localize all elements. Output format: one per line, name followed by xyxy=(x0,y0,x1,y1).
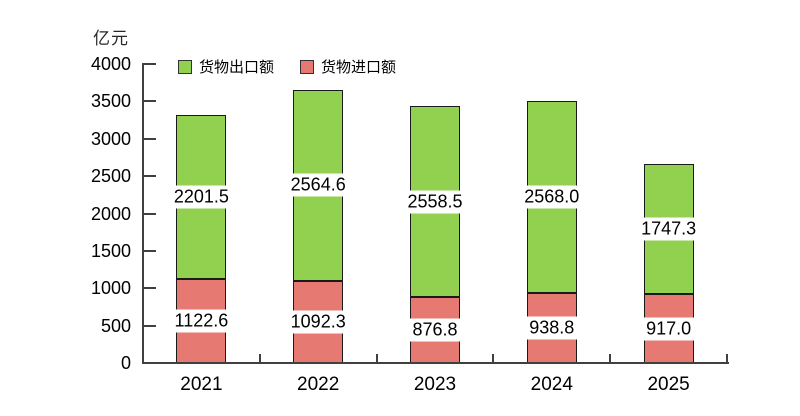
x-category-label: 2024 xyxy=(530,374,573,395)
bar-value-label-export: 1747.3 xyxy=(636,217,702,241)
y-tick-mark xyxy=(143,249,156,252)
bar-value-label-export: 2558.5 xyxy=(402,190,468,214)
bar-value-label-export: 2201.5 xyxy=(168,185,234,209)
y-tick-label: 1000 xyxy=(90,278,131,299)
bar-value-label-export: 2568.0 xyxy=(519,185,585,209)
x-category-label: 2021 xyxy=(180,374,223,395)
y-tick-label: 500 xyxy=(100,315,131,336)
y-tick-mark xyxy=(143,175,156,178)
legend-item-export: 货物出口额 xyxy=(178,56,274,77)
x-tick-mark xyxy=(492,354,495,363)
y-tick-label: 3500 xyxy=(90,91,131,112)
y-tick-mark xyxy=(143,212,156,215)
x-tick-mark xyxy=(142,354,144,363)
y-tick-label: 4000 xyxy=(90,54,131,74)
y-tick-mark xyxy=(143,100,156,103)
y-tick-mark xyxy=(143,63,156,65)
y-tick-mark xyxy=(143,324,156,327)
bar-value-label-import: 938.8 xyxy=(524,316,580,340)
y-axis-unit-label: 亿元 xyxy=(93,29,129,48)
x-tick-mark xyxy=(726,354,728,363)
y-tick-label: 2000 xyxy=(90,203,131,224)
legend-label-export: 货物出口额 xyxy=(199,59,275,76)
x-tick-mark xyxy=(609,354,612,363)
legend: 货物出口额 货物进口额 xyxy=(178,56,396,77)
legend-item-import: 货物进口额 xyxy=(300,56,396,77)
y-tick-mark xyxy=(143,137,156,140)
legend-swatch-import-icon xyxy=(300,59,315,74)
bar-value-label-import: 1092.3 xyxy=(285,310,351,334)
x-tick-mark xyxy=(375,354,378,363)
x-category-label: 2025 xyxy=(647,374,690,395)
y-tick-label: 3000 xyxy=(90,128,131,149)
bar-value-label-import: 1122.6 xyxy=(169,309,234,333)
y-tick-mark xyxy=(143,287,156,290)
y-tick-label: 2500 xyxy=(90,166,131,187)
bar-value-label-import: 876.8 xyxy=(407,318,463,342)
x-category-label: 2022 xyxy=(297,374,340,395)
x-tick-mark xyxy=(258,354,261,363)
legend-label-import: 货物进口额 xyxy=(321,59,397,76)
bar-value-label-export: 2564.6 xyxy=(285,173,351,197)
legend-swatch-export-icon xyxy=(178,59,192,74)
y-tick-label: 0 xyxy=(120,353,131,373)
x-category-label: 2023 xyxy=(413,374,457,395)
y-tick-label: 1500 xyxy=(90,240,131,261)
x-axis-line xyxy=(142,362,729,364)
bar-value-label-import: 917.0 xyxy=(641,317,697,341)
y-tick-mark xyxy=(143,362,156,364)
